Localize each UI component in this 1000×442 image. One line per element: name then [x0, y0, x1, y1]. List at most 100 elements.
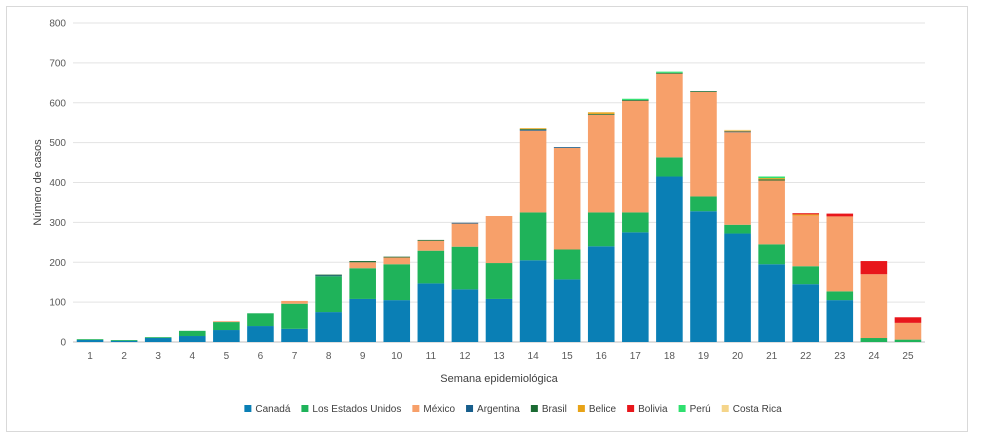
bar-segment — [213, 322, 240, 331]
y-tick-label: 500 — [49, 138, 66, 149]
bar-segment — [519, 212, 547, 261]
bar-segment — [349, 268, 376, 299]
bar-segment — [485, 263, 513, 299]
bar-segment — [451, 223, 479, 247]
bar-segment — [724, 132, 751, 225]
x-tick-label: 10 — [391, 351, 403, 362]
bar-segment — [656, 73, 683, 158]
legend-item: Bolivia — [627, 404, 668, 415]
bar-segment — [417, 250, 445, 284]
bar-segment — [792, 284, 820, 342]
legend-label: Los Estados Unidos — [312, 404, 401, 415]
y-tick-label: 600 — [49, 98, 66, 109]
bar-segment — [656, 157, 683, 177]
bar-segment — [485, 298, 513, 342]
legend-label: Bolivia — [638, 404, 668, 415]
legend-swatch — [627, 405, 635, 412]
bar-segment — [792, 214, 820, 216]
bar-segment — [690, 91, 717, 197]
legend-item: Costa Rica — [721, 404, 782, 415]
x-tick-label: 6 — [258, 351, 264, 362]
bar-segment — [792, 213, 820, 215]
bar-segment — [178, 336, 206, 342]
legend-label: Brasil — [542, 404, 567, 415]
legend-item: México — [412, 404, 455, 415]
bar-segment — [315, 274, 342, 276]
legend-item: Canadá — [244, 404, 291, 415]
x-tick-label: 4 — [189, 351, 195, 362]
bar-segment — [417, 283, 445, 342]
legend-label: Argentina — [477, 404, 520, 415]
x-tick-labels: 1 2 3 4 5 6 7 8 9 10 11 12 13 14 15 16 17 18 19 20 21 22 23 24 2… — [87, 351, 914, 362]
bar-segment — [315, 312, 342, 342]
legend-swatch — [301, 405, 309, 412]
bar-segment — [622, 100, 649, 213]
y-tick-labels: 0 100 200 300 400 500 600 700 800 — [49, 19, 66, 349]
legend-swatch — [466, 405, 474, 412]
legend-swatch — [244, 405, 252, 412]
legend: Canadá Los Estados Unidos México Argentina B… — [244, 404, 782, 415]
x-tick-label: 3 — [155, 351, 161, 362]
bar-segment — [894, 339, 922, 342]
bar-segment — [519, 130, 547, 213]
y-tick-label: 200 — [49, 258, 66, 269]
bar-segment — [451, 246, 479, 290]
y-tick-label: 0 — [60, 338, 66, 349]
bar-segment — [144, 337, 172, 339]
x-tick-label: 24 — [868, 351, 880, 362]
bar-segment — [519, 129, 547, 131]
x-tick-label: 19 — [698, 351, 710, 362]
y-tick-label: 300 — [49, 218, 66, 229]
x-tick-label: 21 — [766, 351, 778, 362]
x-tick-label: 5 — [224, 351, 230, 362]
bar-segment — [894, 322, 922, 340]
x-axis-title: Semana epidemiológica — [440, 373, 558, 385]
bar-segment — [826, 291, 854, 301]
bar-segment — [553, 249, 581, 280]
bar-segment — [349, 298, 376, 342]
x-tick-label: 1 — [87, 351, 93, 362]
bar-segment — [860, 338, 888, 342]
bar-segment — [553, 279, 581, 342]
bar-segment — [587, 212, 615, 247]
bar-segment — [451, 289, 479, 342]
legend-item: Argentina — [466, 404, 520, 415]
x-tick-label: 17 — [630, 351, 642, 362]
bar-segment — [724, 130, 751, 132]
legend-swatch — [721, 405, 729, 412]
bar-segment — [247, 313, 274, 327]
legend-label: Costa Rica — [733, 404, 782, 415]
bar-segment — [860, 274, 888, 339]
legend-label: México — [423, 404, 455, 415]
bar-segment — [451, 222, 479, 224]
bar-segment — [758, 264, 785, 342]
legend-swatch — [412, 405, 420, 412]
bar-segment — [826, 300, 854, 342]
x-tick-label: 20 — [732, 351, 744, 362]
y-tick-label: 400 — [49, 178, 66, 189]
bar-segment — [349, 261, 376, 263]
y-axis-title: Número de casos — [32, 139, 44, 226]
bars — [76, 71, 922, 342]
x-tick-label: 13 — [493, 351, 505, 362]
bar-segment — [213, 330, 240, 342]
bar-segment — [724, 233, 751, 342]
bar-segment — [383, 257, 411, 265]
legend-item: Los Estados Unidos — [301, 404, 401, 415]
x-tick-label: 23 — [834, 351, 846, 362]
x-tick-label: 8 — [326, 351, 332, 362]
bar-segment — [587, 112, 615, 114]
bar-segment — [690, 196, 717, 212]
bar-segment — [587, 114, 615, 213]
x-tick-label: 9 — [360, 351, 366, 362]
x-tick-label: 18 — [664, 351, 676, 362]
bar-segment — [315, 275, 342, 277]
bar-segment — [144, 338, 172, 342]
legend-swatch — [577, 405, 585, 412]
legend-item: Perú — [678, 404, 711, 415]
x-tick-label: 7 — [292, 351, 298, 362]
bar-segment — [485, 215, 513, 264]
bar-segment — [860, 261, 888, 275]
bar-segment — [315, 276, 342, 313]
bar-segment — [519, 128, 547, 130]
